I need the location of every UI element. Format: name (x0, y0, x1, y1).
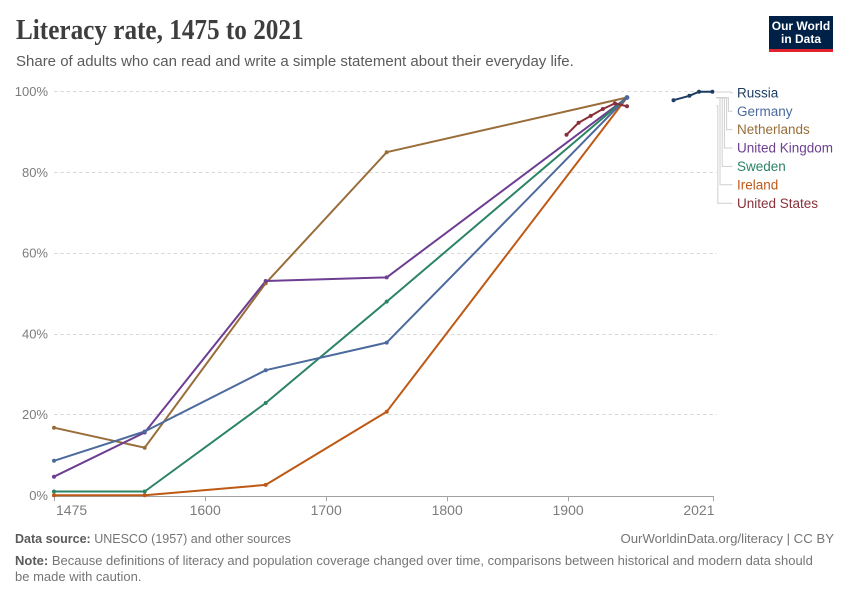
svg-text:Ireland: Ireland (737, 178, 778, 193)
svg-text:1800: 1800 (432, 502, 463, 518)
svg-text:2021: 2021 (683, 502, 714, 518)
svg-text:Russia: Russia (737, 86, 779, 101)
svg-text:1600: 1600 (190, 502, 221, 518)
svg-text:0%: 0% (29, 488, 48, 503)
svg-text:Germany: Germany (737, 104, 793, 119)
svg-text:United Kingdom: United Kingdom (737, 141, 833, 156)
svg-text:Netherlands: Netherlands (737, 122, 810, 137)
svg-text:1475: 1475 (56, 502, 87, 518)
svg-text:1900: 1900 (553, 502, 584, 518)
svg-text:80%: 80% (22, 165, 48, 180)
svg-text:60%: 60% (22, 246, 48, 261)
svg-text:Sweden: Sweden (737, 159, 786, 174)
svg-text:100%: 100% (15, 84, 49, 99)
svg-text:United States: United States (737, 196, 818, 211)
svg-text:1700: 1700 (311, 502, 342, 518)
svg-text:40%: 40% (22, 326, 48, 341)
svg-text:20%: 20% (22, 407, 48, 422)
